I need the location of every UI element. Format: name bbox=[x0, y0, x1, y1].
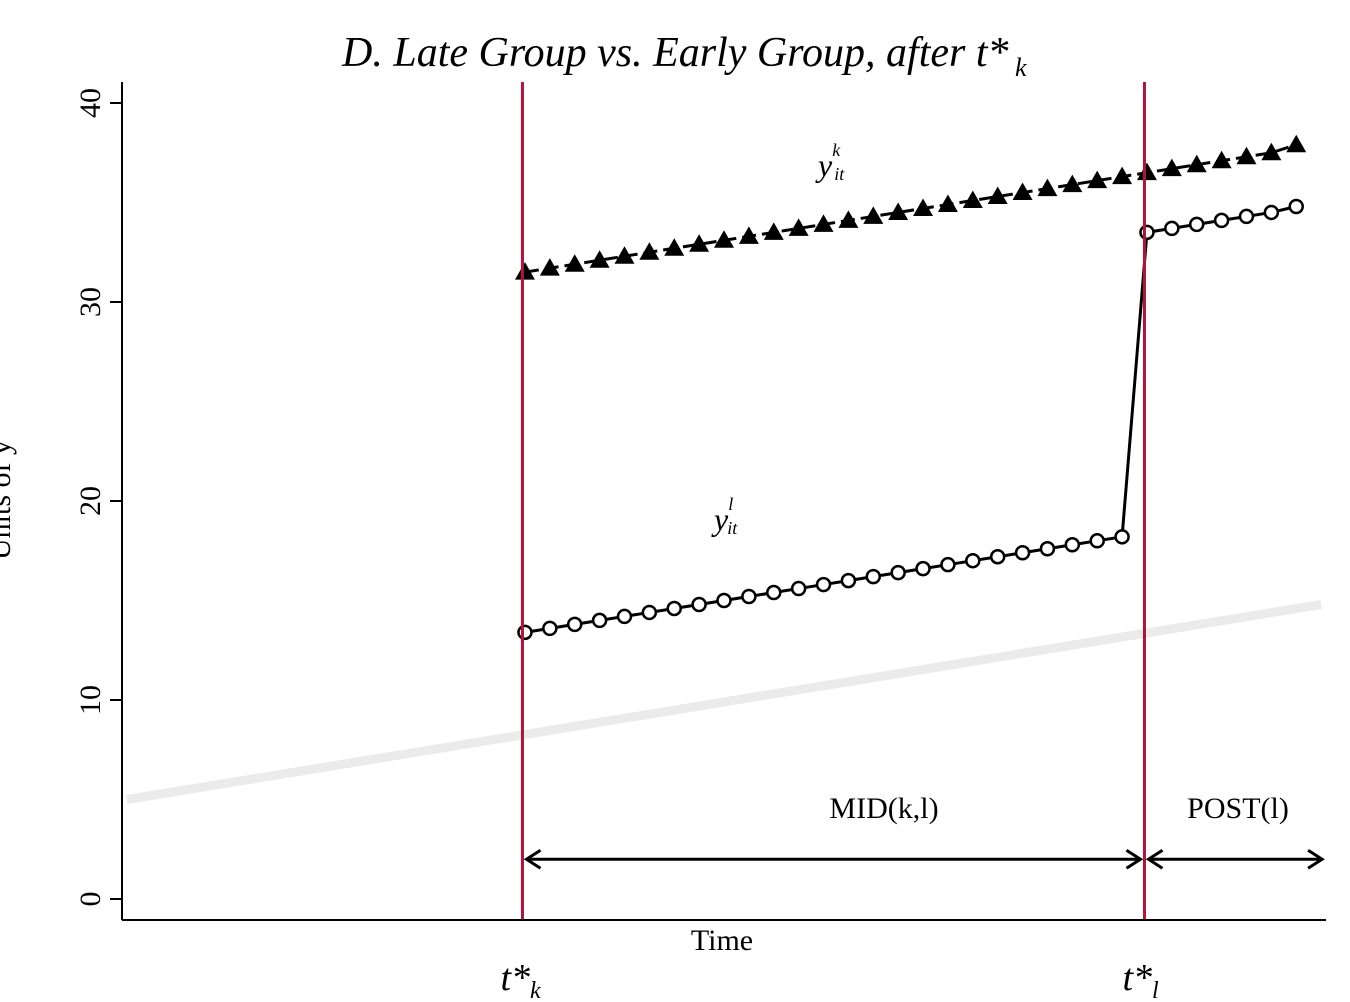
y-tick-label: 20 bbox=[74, 486, 107, 516]
y-tick-label: 10 bbox=[74, 685, 107, 715]
mid-span-arrow-left-head bbox=[523, 848, 542, 870]
yk-point bbox=[1286, 134, 1307, 153]
yl-point bbox=[1188, 216, 1205, 233]
series-yl-line bbox=[524, 205, 1297, 634]
yk-point bbox=[937, 194, 958, 212]
t-star-l-label: t*l bbox=[1122, 957, 1159, 1002]
yl-point bbox=[890, 564, 906, 581]
yl-point bbox=[1213, 212, 1230, 229]
yk-point bbox=[664, 238, 685, 256]
yl-point bbox=[989, 548, 1006, 565]
mid-span-arrow-right-head bbox=[1125, 848, 1144, 870]
yk-point bbox=[639, 242, 660, 260]
yl-point bbox=[1039, 541, 1056, 557]
t-star-k-label: t*k bbox=[500, 957, 541, 1002]
yl-point bbox=[840, 572, 857, 589]
markers-layer bbox=[514, 134, 1307, 641]
post-span-label: POST(l) bbox=[1187, 792, 1289, 825]
yl-point bbox=[915, 560, 931, 577]
yl-point bbox=[766, 584, 782, 601]
yk-point bbox=[689, 234, 710, 252]
yk-point bbox=[1211, 150, 1232, 169]
y-axis-title: Units of y bbox=[0, 440, 17, 560]
yk-point bbox=[1136, 162, 1157, 181]
yl-point bbox=[790, 580, 807, 597]
yl-point bbox=[666, 600, 682, 617]
yl-point bbox=[517, 624, 533, 641]
y-tick-label: 0 bbox=[74, 892, 107, 907]
yk-point bbox=[514, 262, 535, 280]
yk-point bbox=[589, 250, 610, 268]
yk-point bbox=[1012, 182, 1033, 201]
yk-point bbox=[913, 198, 934, 216]
yk-point bbox=[1161, 158, 1182, 177]
yk-point bbox=[1186, 154, 1207, 173]
yk-point bbox=[962, 190, 983, 209]
yl-point bbox=[1139, 224, 1155, 241]
series-yk-line bbox=[524, 143, 1297, 274]
yk-point bbox=[1236, 146, 1257, 165]
yl-point bbox=[741, 588, 757, 605]
yl-point bbox=[1089, 533, 1105, 549]
yl-point bbox=[566, 616, 583, 633]
y-tick-label: 30 bbox=[74, 287, 107, 317]
yk-point bbox=[1087, 170, 1108, 189]
yl-point bbox=[691, 596, 707, 613]
yl-point bbox=[616, 608, 633, 625]
yl-point bbox=[542, 620, 558, 637]
series-label-yk: yk it bbox=[815, 140, 845, 184]
yk-point bbox=[1112, 166, 1133, 185]
yk-point bbox=[738, 226, 759, 244]
yl-point bbox=[1263, 204, 1280, 221]
yl-point bbox=[1114, 529, 1130, 545]
yk-point bbox=[1062, 174, 1083, 193]
yk-point bbox=[614, 246, 635, 264]
yk-point bbox=[987, 186, 1008, 205]
yk-point bbox=[1037, 178, 1058, 197]
yk-point bbox=[813, 214, 834, 232]
yl-point bbox=[641, 604, 658, 621]
yl-point bbox=[1164, 220, 1180, 237]
yl-point bbox=[940, 556, 956, 573]
yl-point bbox=[1238, 208, 1255, 225]
yl-point bbox=[1014, 544, 1031, 561]
series-trend-line bbox=[126, 600, 1322, 804]
yk-point bbox=[539, 258, 560, 276]
yk-point bbox=[888, 202, 909, 220]
yl-point bbox=[865, 568, 882, 585]
series-label-yl: yl it bbox=[711, 494, 738, 538]
yk-point bbox=[838, 210, 859, 228]
yk-point bbox=[1261, 142, 1282, 161]
chart-title: D. Late Group vs. Early Group, after t* … bbox=[341, 30, 1027, 82]
axes-layer bbox=[110, 82, 1326, 921]
yl-point bbox=[965, 552, 981, 569]
yk-point bbox=[788, 218, 809, 236]
yk-point bbox=[714, 230, 734, 248]
yl-point bbox=[1288, 198, 1304, 215]
post-span-arrow-left-head bbox=[1145, 848, 1164, 870]
yl-point bbox=[815, 576, 832, 593]
yl-point bbox=[1064, 537, 1081, 553]
yk-point bbox=[863, 206, 884, 224]
post-span-arrow-right-head bbox=[1307, 848, 1325, 870]
x-axis-title: Time bbox=[691, 924, 753, 957]
yk-point bbox=[564, 254, 585, 272]
mid-span-label: MID(k,l) bbox=[829, 792, 938, 825]
yl-point bbox=[716, 592, 732, 609]
yl-point bbox=[591, 612, 608, 629]
yk-point bbox=[763, 222, 784, 240]
y-tick-label: 40 bbox=[74, 88, 107, 118]
text-layer: 0 10 20 30 40 MID(k,l) POST(l) D. Late Group vs… bbox=[0, 30, 1289, 1002]
